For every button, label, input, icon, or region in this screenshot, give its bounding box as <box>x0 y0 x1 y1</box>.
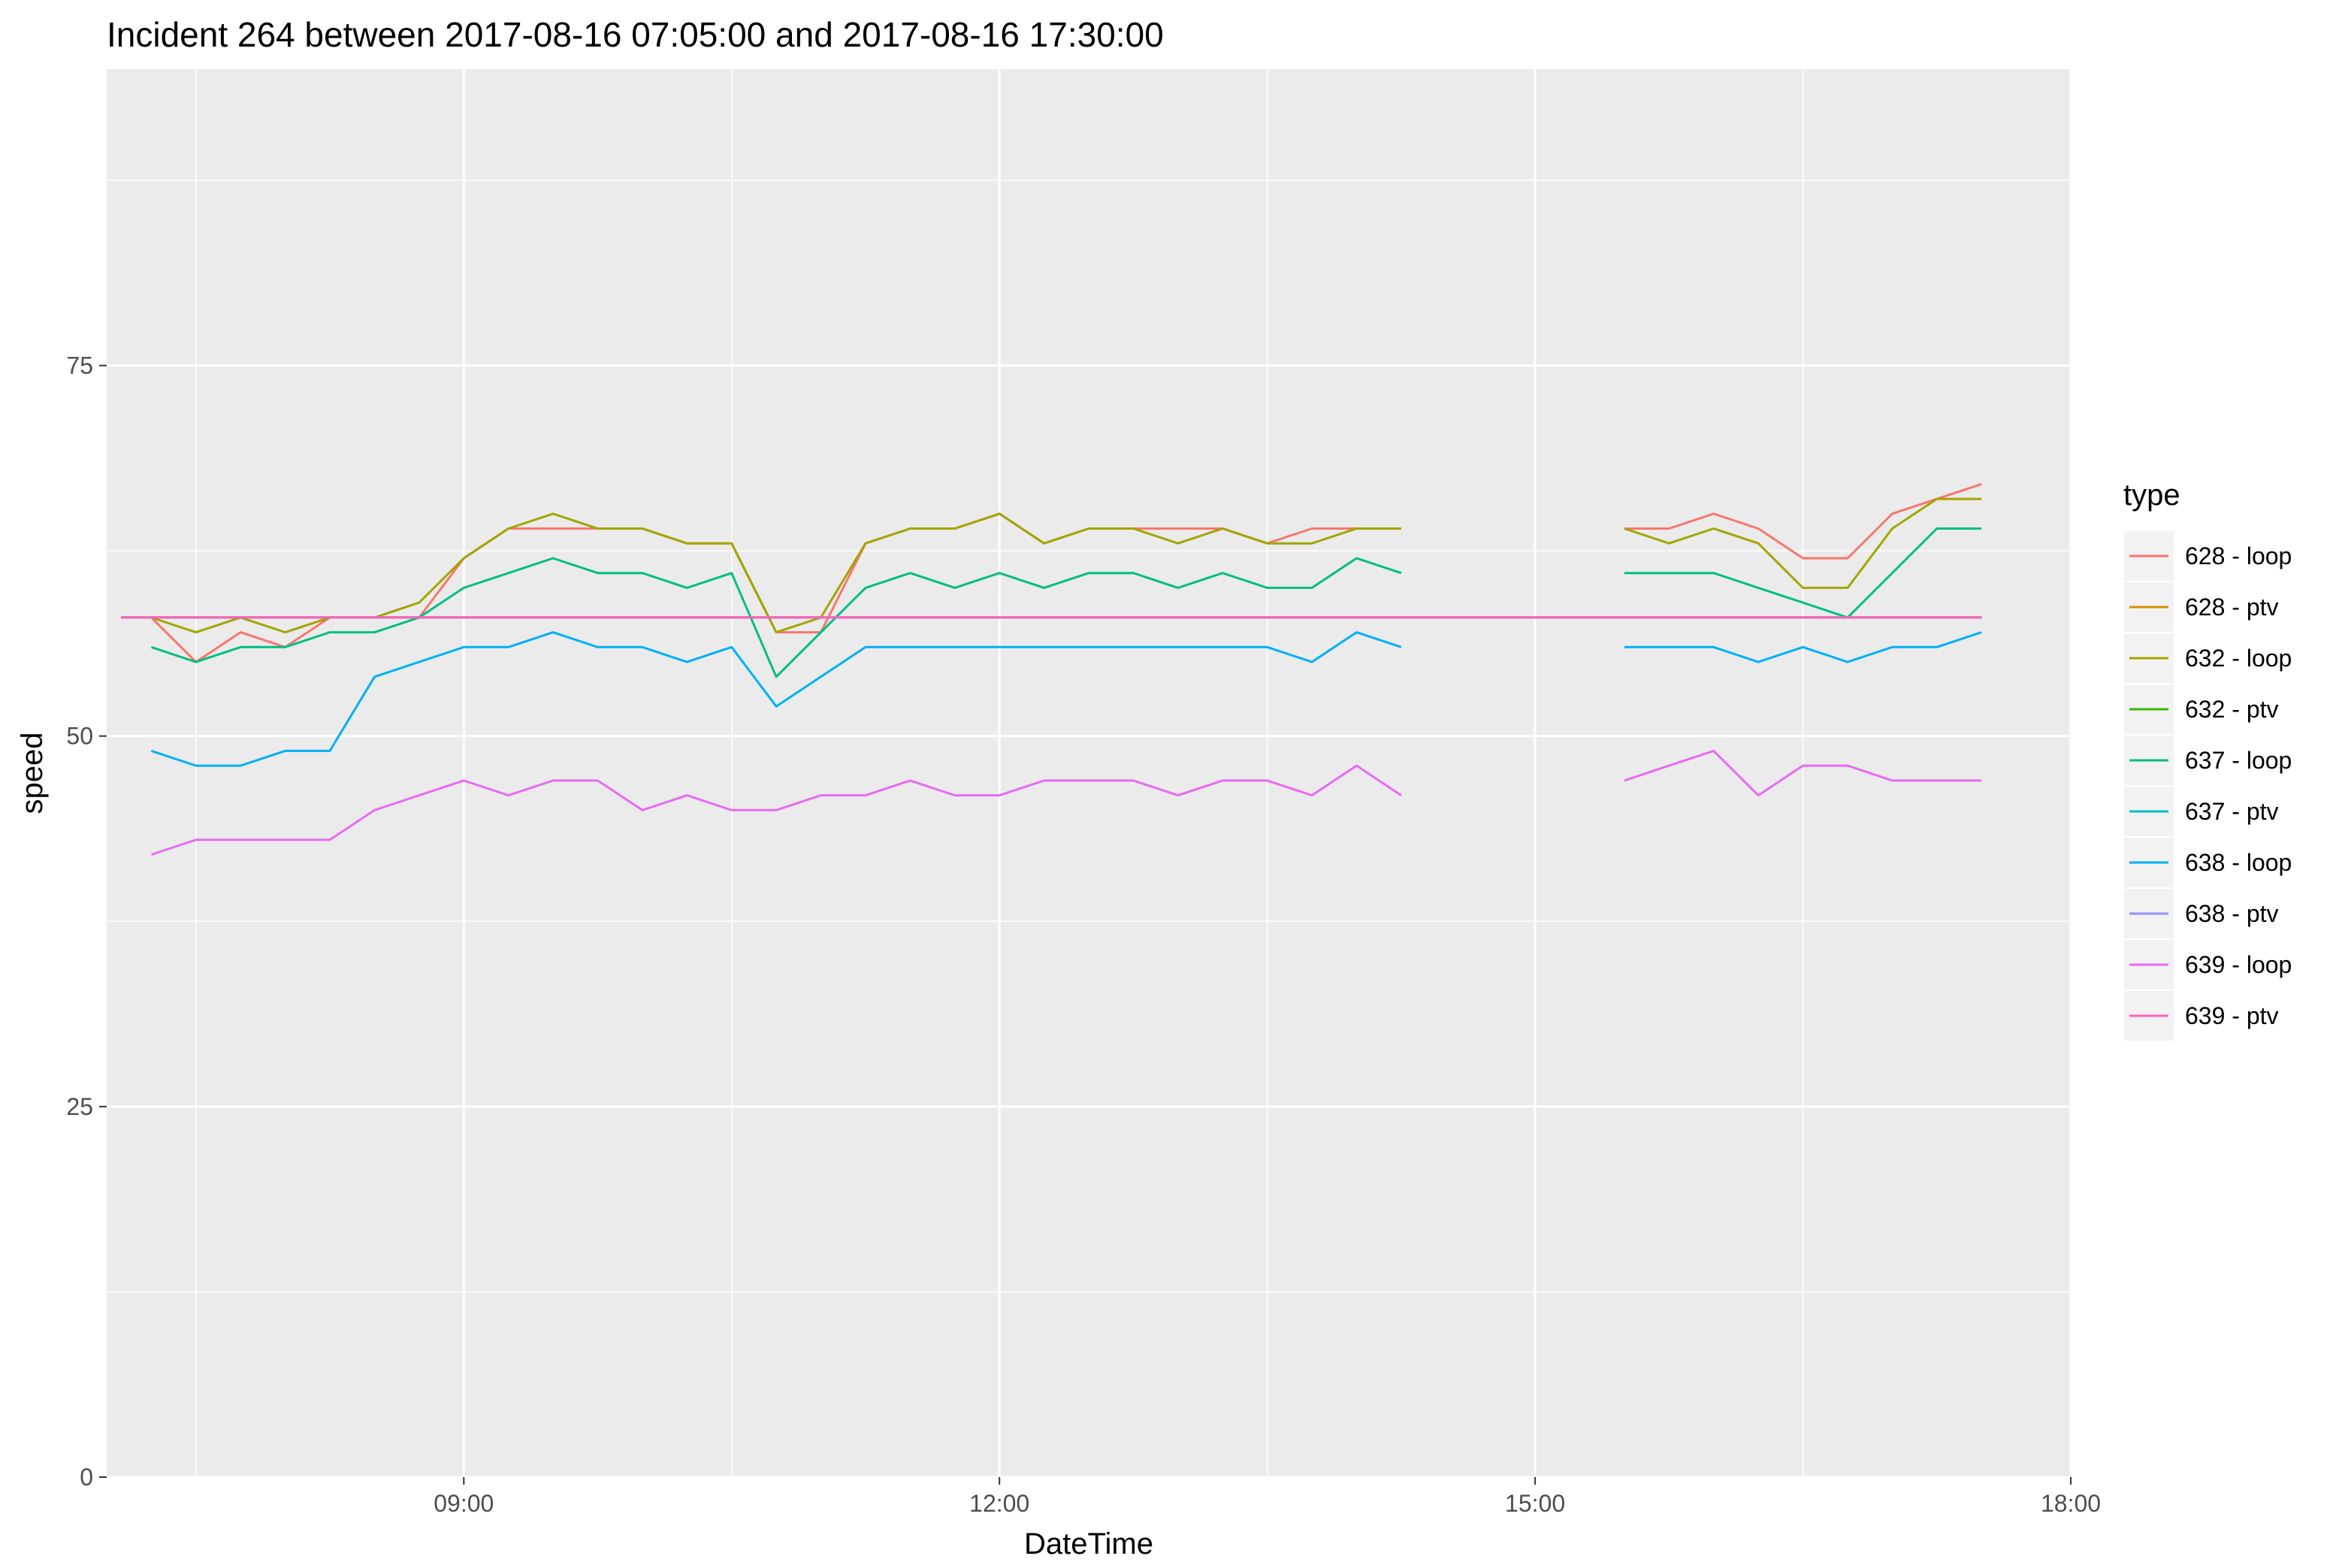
legend: type 628 - loop 628 - ptv 632 - loop 632 - … <box>2123 479 2292 1042</box>
series-line-4 <box>150 527 1982 678</box>
y-tick-label: 50 <box>66 723 93 750</box>
legend-label: 628 - ptv <box>2185 594 2279 621</box>
series-layer <box>121 482 1982 856</box>
x-tick-label: 09:00 <box>434 1490 494 1517</box>
legend-label: 638 - loop <box>2185 849 2292 876</box>
legend-label: 628 - loop <box>2185 542 2292 569</box>
series-line-8 <box>150 749 1982 856</box>
x-tick-label: 15:00 <box>1505 1490 1565 1517</box>
x-axis: 09:00 12:00 15:00 18:00 <box>434 1477 2101 1517</box>
grid-minor <box>107 69 2071 1477</box>
y-axis-title: speed <box>16 733 49 814</box>
legend-label: 637 - ptv <box>2185 798 2279 825</box>
chart-title: Incident 264 between 2017-08-16 07:05:00… <box>107 15 1164 54</box>
x-tick-label: 18:00 <box>2041 1490 2101 1517</box>
legend-label: 638 - ptv <box>2185 900 2279 927</box>
grid-major <box>107 69 2072 1479</box>
legend-label: 639 - loop <box>2185 951 2292 978</box>
legend-label: 632 - ptv <box>2185 696 2279 723</box>
x-axis-title: DateTime <box>1024 1527 1153 1560</box>
x-tick-label: 12:00 <box>969 1490 1029 1517</box>
y-tick-label: 0 <box>80 1464 93 1491</box>
series-line-6 <box>150 631 1982 767</box>
legend-label: 639 - ptv <box>2185 1002 2279 1029</box>
legend-title: type <box>2123 479 2180 512</box>
y-tick-label: 75 <box>66 352 93 379</box>
panel-background <box>107 69 2071 1477</box>
y-tick-label: 25 <box>66 1093 93 1120</box>
legend-label: 637 - loop <box>2185 747 2292 774</box>
legend-items: 628 - loop 628 - ptv 632 - loop 632 - ptv 63… <box>2123 530 2292 1042</box>
y-axis: 0 25 50 75 <box>66 352 107 1491</box>
legend-label: 632 - loop <box>2185 645 2292 672</box>
